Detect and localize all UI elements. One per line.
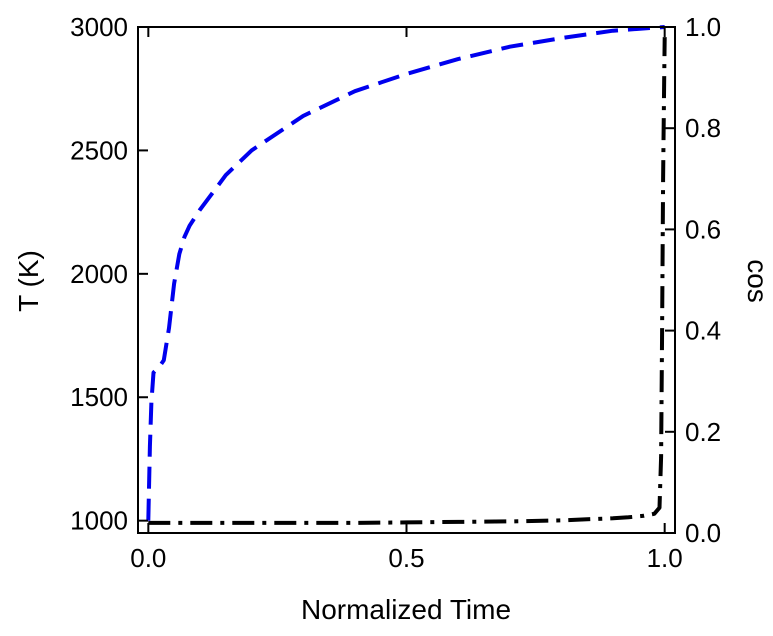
y-left-axis-title: T (K) (13, 250, 44, 312)
y-left-tick-label: 2500 (70, 135, 128, 165)
y-right-tick-label: 0.0 (685, 518, 721, 548)
y-left-tick-label: 1000 (70, 506, 128, 536)
x-tick-label: 0.0 (130, 543, 166, 573)
x-tick-label: 1.0 (647, 543, 683, 573)
y-left-tick-label: 2000 (70, 259, 128, 289)
y-right-tick-label: 0.4 (685, 316, 721, 346)
y-right-tick-label: 1.0 (685, 12, 721, 42)
y-right-axis-title: cos (742, 259, 773, 303)
y-right-tick-label: 0.8 (685, 113, 721, 143)
y-left-tick-label: 3000 (70, 12, 128, 42)
plot-frame (137, 26, 676, 534)
y-right-tick-label: 0.2 (685, 417, 721, 447)
y-left-tick-label: 1500 (70, 382, 128, 412)
x-axis-title: Normalized Time (301, 594, 511, 625)
y-right-tick-label: 0.6 (685, 214, 721, 244)
series-line-cos (148, 37, 667, 525)
x-tick-label: 0.5 (388, 543, 424, 573)
axes-layer: 0.0 0.5 1.0 1000 1500 2000 2500 3000 0.0 0.2 0.4 0.… (70, 12, 721, 573)
series-line-temperature (146, 25, 665, 521)
series-layer (146, 25, 667, 525)
